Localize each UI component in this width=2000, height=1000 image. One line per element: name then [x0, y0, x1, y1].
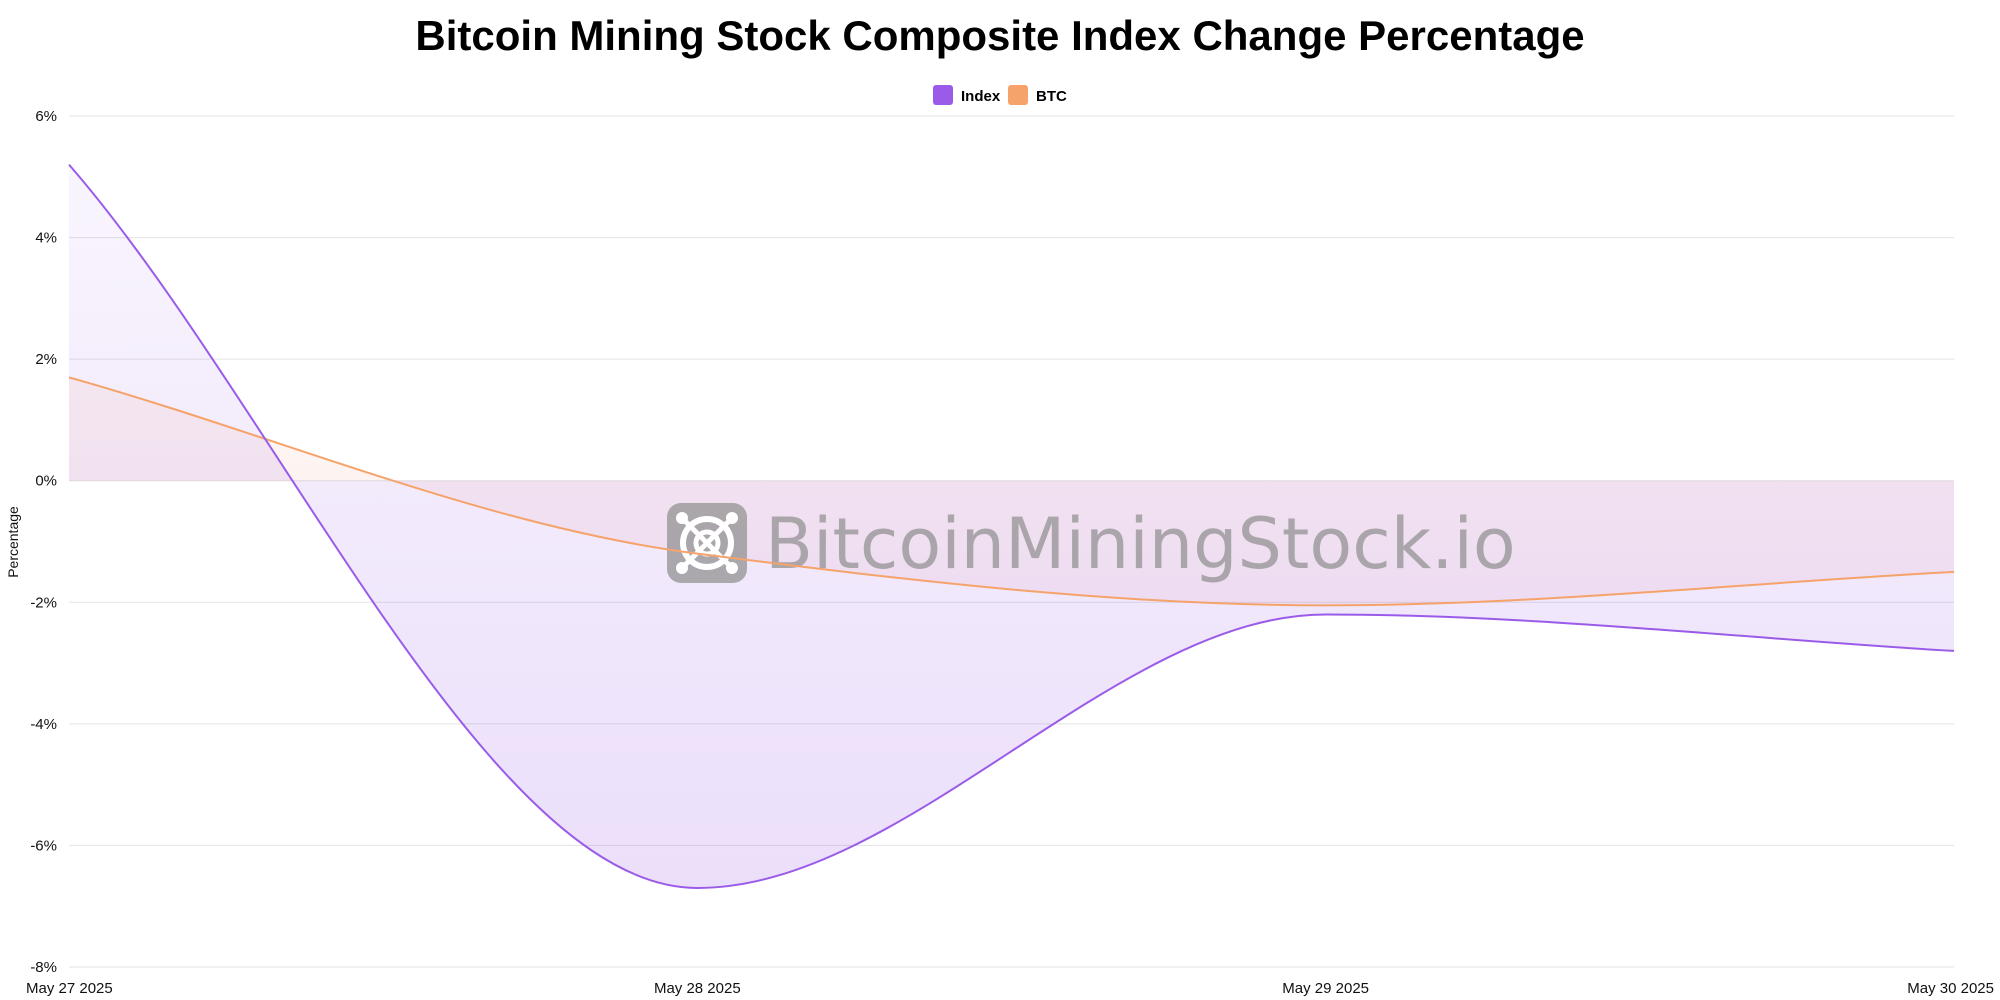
y-tick-label: -4% — [30, 716, 57, 733]
y-tick-label: -6% — [30, 837, 57, 854]
x-tick-label: May 27 2025 — [26, 980, 113, 997]
watermark-text: BitcoinMiningStock.io — [765, 503, 1516, 585]
y-axis-ticks: 6% 4% 2% 0% -2% -4% -6% -8% — [30, 108, 57, 976]
watermark: BitcoinMiningStock.io — [667, 503, 1516, 585]
y-axis-title: Percentage — [5, 506, 21, 578]
chart-title: Bitcoin Mining Stock Composite Index Cha… — [415, 12, 1585, 59]
legend-item-btc[interactable]: BTC — [1008, 85, 1067, 105]
legend-swatch-index — [933, 85, 953, 105]
series-lines — [68, 163, 1955, 889]
legend-swatch-btc — [1008, 85, 1028, 105]
legend-item-index[interactable]: Index — [933, 85, 1001, 105]
y-tick-label: -8% — [30, 959, 57, 976]
series-line-btc[interactable] — [68, 376, 1955, 607]
legend: Index BTC — [933, 85, 1067, 105]
y-tick-label: 0% — [35, 473, 57, 490]
y-tick-label: 4% — [35, 230, 57, 247]
area-index — [69, 164, 1954, 888]
x-tick-label: May 29 2025 — [1282, 980, 1369, 997]
x-tick-label: May 30 2025 — [1907, 980, 1994, 997]
y-tick-label: 2% — [35, 351, 57, 368]
y-tick-label: -2% — [30, 594, 57, 611]
x-tick-label: May 28 2025 — [654, 980, 741, 997]
series-line-index[interactable] — [68, 163, 1955, 889]
legend-label-btc: BTC — [1036, 88, 1067, 105]
x-axis-ticks: May 27 2025 May 28 2025 May 29 2025 May 30 … — [26, 980, 1994, 997]
watermark-logo-icon — [667, 503, 747, 583]
legend-label-index: Index — [961, 88, 1001, 105]
y-tick-label: 6% — [35, 108, 57, 125]
series-areas — [69, 164, 1954, 888]
